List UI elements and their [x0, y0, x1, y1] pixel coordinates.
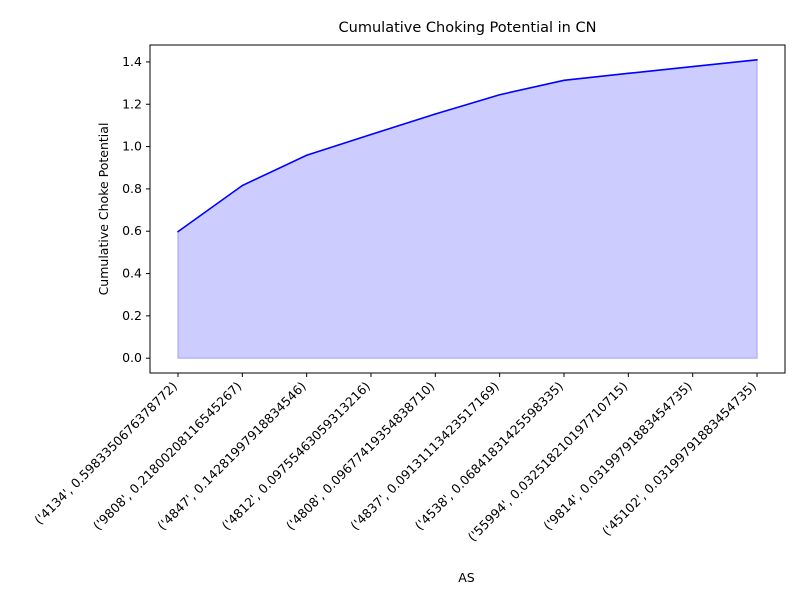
y-tick-label: 0.8: [122, 181, 142, 196]
data-point: [563, 79, 565, 82]
data-point: [691, 65, 694, 68]
data-point: [370, 133, 372, 136]
data-point: [177, 230, 179, 233]
y-tick-label: 1.0: [122, 139, 142, 154]
y-axis-label: Cumulative Choke Potential: [96, 123, 111, 296]
data-point: [305, 154, 308, 157]
y-tick-label: 0.6: [122, 223, 142, 238]
plot-frame: [149, 44, 786, 374]
y-tick-label: 1.4: [122, 54, 142, 69]
data-point: [498, 93, 501, 96]
data-point: [434, 113, 437, 115]
y-tick-label: 0.4: [122, 266, 142, 281]
data-point: [627, 72, 630, 75]
data-point: [756, 59, 758, 61]
y-tick-label: 0.2: [122, 308, 142, 323]
y-tick-label: 0.0: [122, 350, 142, 365]
data-point: [241, 184, 244, 187]
series-line: [177, 59, 758, 233]
x-axis-label: AS: [458, 570, 475, 585]
chart-title: Cumulative Choking Potential in CN: [339, 20, 597, 36]
y-tick-label: 1.2: [122, 96, 142, 111]
y-axis: 0.0 0.2 0.4 0.6 0.8 1.0 1.2 1.4: [122, 54, 150, 365]
